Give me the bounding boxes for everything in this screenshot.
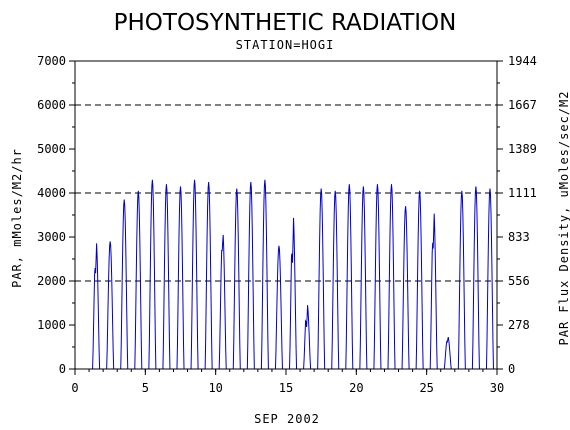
series-group — [89, 179, 497, 370]
x-tick-label: 10 — [208, 381, 222, 395]
data-point — [432, 207, 435, 210]
y-tick-label: 0 — [59, 362, 66, 376]
y-right-tick-label: 1389 — [508, 142, 537, 156]
series-line — [89, 179, 497, 370]
gridlines — [75, 104, 497, 282]
y-tick-label: 7000 — [37, 54, 66, 68]
x-tick-label: 20 — [349, 381, 363, 395]
y-right-tick-label: 1667 — [508, 98, 537, 112]
x-tick-label: 0 — [71, 381, 78, 395]
data-point — [95, 238, 98, 241]
y-tick-label: 6000 — [37, 98, 66, 112]
y-right-tick-label: 0 — [508, 362, 515, 376]
y-tick-label: 3000 — [37, 230, 66, 244]
y-right-tick-label: 1944 — [508, 54, 537, 68]
axis-ticks — [69, 60, 503, 375]
y-right-tick-label: 278 — [508, 318, 530, 332]
y-tick-label: 2000 — [37, 274, 66, 288]
y-axis-label: PAR, mMoles/M2/hr — [10, 148, 24, 288]
y-tick-label: 4000 — [37, 186, 66, 200]
y-right-tick-label: 556 — [508, 274, 530, 288]
x-tick-label: 5 — [142, 381, 149, 395]
chart-subtitle: STATION=HOGI — [236, 38, 335, 52]
x-tick-label: 25 — [419, 381, 433, 395]
data-point — [292, 211, 295, 214]
data-point — [306, 302, 309, 305]
chart-title: PHOTOSYNTHETIC RADIATION — [114, 10, 457, 36]
plot-frame — [74, 60, 498, 370]
data-point — [221, 229, 224, 232]
y-axis-label-right: PAR Flux Density, uMoles/sec/M2 — [557, 91, 570, 346]
x-axis-label: SEP 2002 — [254, 412, 320, 426]
y-tick-label: 5000 — [37, 142, 66, 156]
y-tick-label: 1000 — [37, 318, 66, 332]
tick-labels: 0 1000 2000 3000 4000 5000 6000 7000 0 278 556 833 1… — [37, 54, 537, 395]
y-right-tick-label: 833 — [508, 230, 530, 244]
x-tick-label: 15 — [279, 381, 293, 395]
y-right-tick-label: 1111 — [508, 186, 537, 200]
x-tick-label: 30 — [490, 381, 504, 395]
